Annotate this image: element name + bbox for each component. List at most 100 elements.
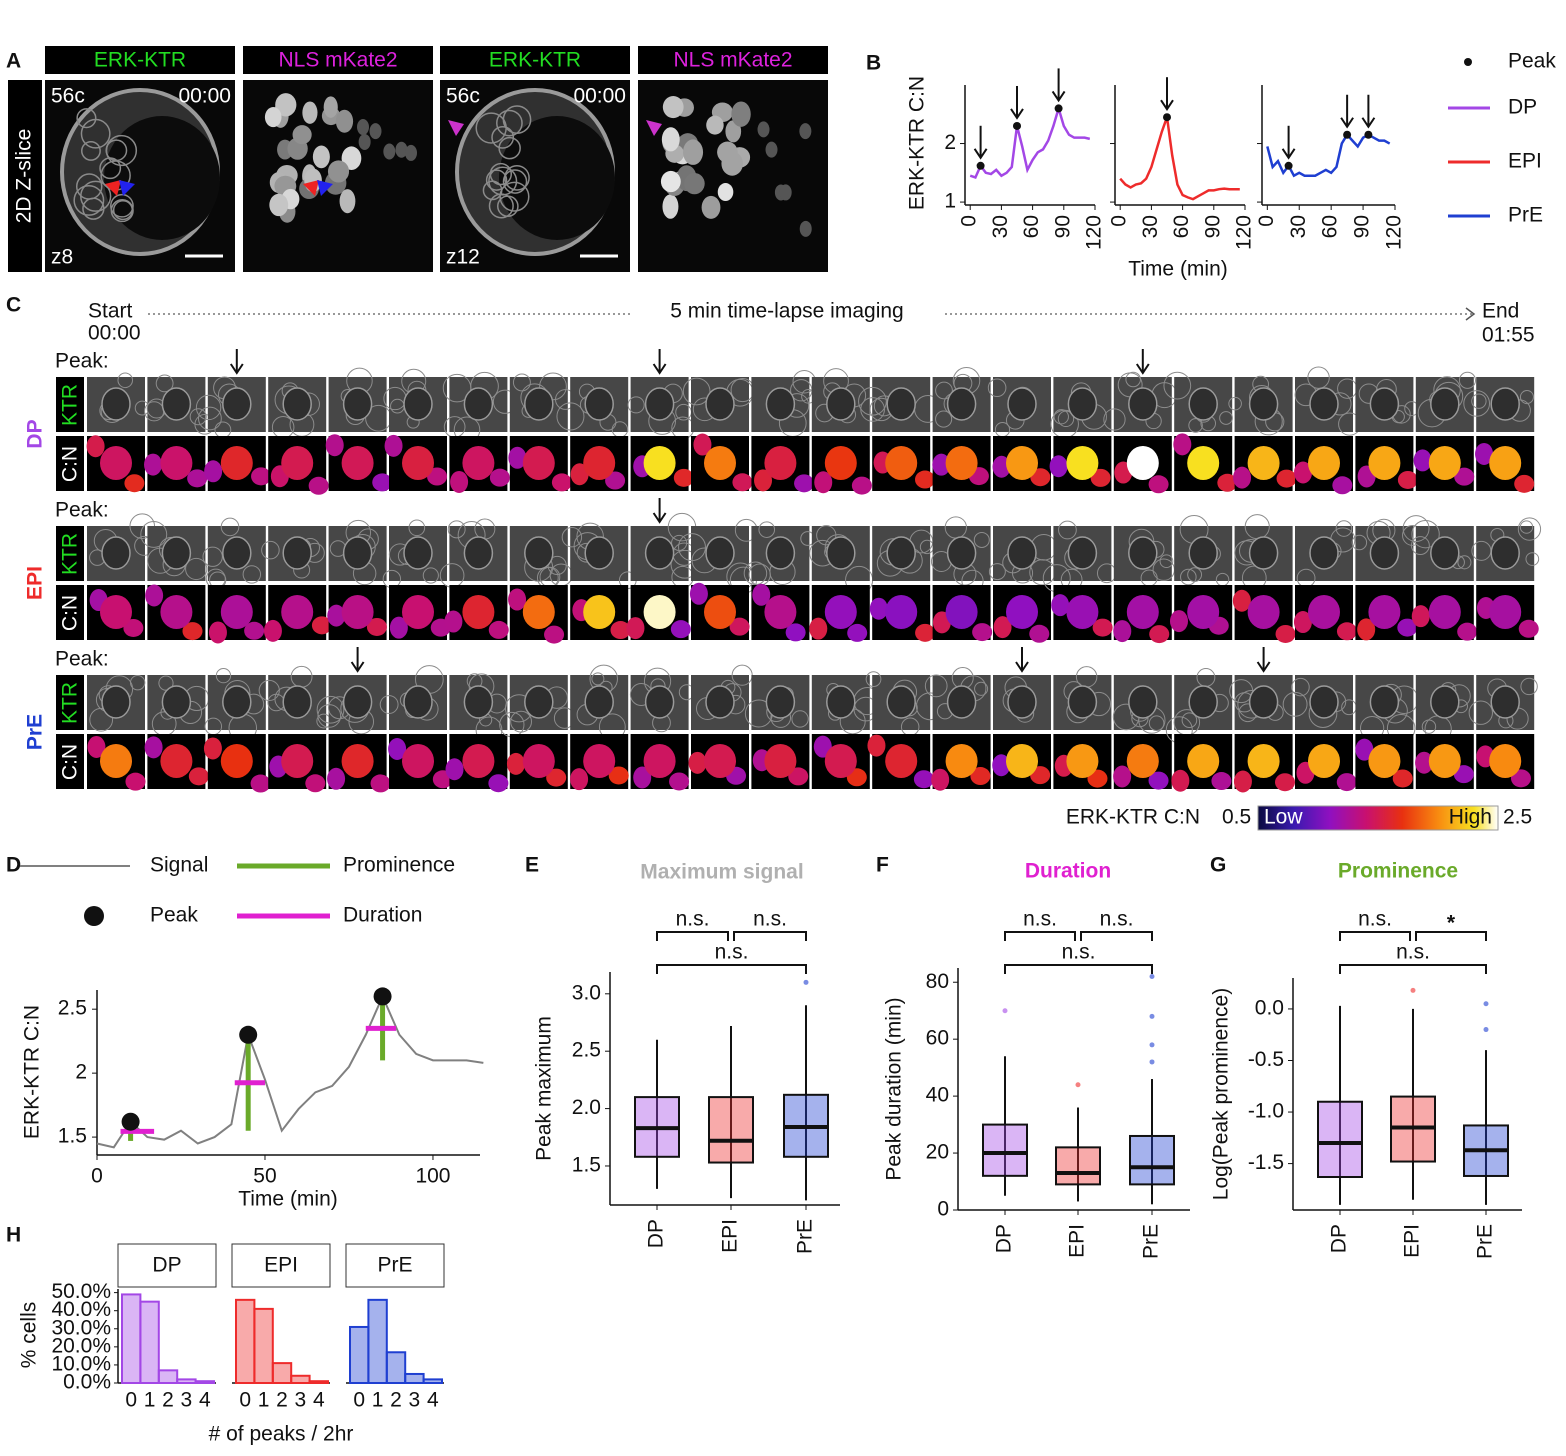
peak-arrow bbox=[1361, 94, 1376, 129]
ktr-texture bbox=[1463, 390, 1491, 417]
ktr-texture bbox=[1421, 719, 1437, 734]
neighbor-cell bbox=[1113, 620, 1132, 643]
legend-label: Signal bbox=[150, 854, 208, 877]
x-tick-label: 3 bbox=[295, 1389, 307, 1412]
neighbor-cell bbox=[673, 468, 694, 487]
significance-bracket bbox=[733, 931, 807, 941]
cn-cell bbox=[1247, 595, 1280, 629]
neighbor-cell bbox=[992, 754, 1011, 777]
facet-label: DP bbox=[152, 1254, 181, 1277]
x-tick-label: 4 bbox=[313, 1389, 325, 1412]
bar bbox=[367, 1298, 388, 1385]
y-axis-label: ERK-KTR C:N bbox=[906, 76, 929, 210]
y-axis-label: Peak maximum bbox=[533, 1016, 556, 1161]
x-tick-label: 30 bbox=[1139, 215, 1162, 238]
series-line bbox=[969, 104, 1091, 180]
ktr-nucleus bbox=[342, 536, 373, 570]
y-tick-label: 2 bbox=[944, 131, 956, 154]
cn-cell bbox=[341, 446, 374, 480]
arrow-head bbox=[229, 363, 244, 375]
channel-strip bbox=[56, 436, 84, 491]
ktr-texture bbox=[258, 679, 280, 702]
arrow-head bbox=[1135, 363, 1150, 375]
nucleus bbox=[335, 109, 354, 133]
neighbor-cell bbox=[992, 455, 1011, 478]
peak-arrow bbox=[1015, 647, 1029, 673]
ktr-nucleus bbox=[403, 685, 433, 719]
cn-cell bbox=[1489, 595, 1522, 629]
colorbar-min: 0.5 bbox=[1222, 806, 1251, 829]
ktr-nucleus bbox=[161, 536, 192, 570]
x-tick-label: 0 bbox=[239, 1389, 251, 1412]
y-tick-label: 0 bbox=[937, 1198, 949, 1221]
neighbor-cell bbox=[1275, 624, 1296, 643]
x-tick-label: 0 bbox=[91, 1165, 103, 1188]
peak-arrow bbox=[1010, 85, 1024, 120]
z-label: z12 bbox=[446, 246, 480, 269]
ktr-nucleus bbox=[282, 685, 312, 719]
ktr-nucleus bbox=[524, 685, 554, 719]
cell bbox=[80, 118, 111, 149]
cn-cell bbox=[824, 595, 857, 629]
peak-dot bbox=[239, 1025, 258, 1044]
colorbar-label: ERK-KTR C:N bbox=[1066, 806, 1200, 829]
ktr-nucleus bbox=[1188, 536, 1218, 570]
ktr-nucleus bbox=[282, 536, 312, 570]
ktr-texture bbox=[1219, 411, 1233, 425]
neighbor-cell bbox=[1049, 455, 1068, 478]
ktr-nucleus bbox=[1007, 685, 1037, 719]
peak-arrow bbox=[1051, 68, 1066, 103]
y-axis-label: ERK-KTR C:N bbox=[21, 1005, 44, 1139]
neighbor-cell bbox=[124, 474, 145, 493]
side-label: 2D Z-slice bbox=[13, 129, 36, 224]
bar bbox=[271, 1362, 293, 1384]
nucleus bbox=[341, 146, 362, 170]
end-time: 01:55 bbox=[1482, 324, 1535, 347]
ktr-texture bbox=[317, 704, 342, 728]
cell bbox=[504, 164, 530, 191]
panel-label: H bbox=[6, 1224, 21, 1247]
peak-dot bbox=[1364, 130, 1373, 139]
peak-arrow bbox=[229, 349, 244, 375]
ktr-texture bbox=[591, 672, 605, 686]
channel-strip bbox=[56, 377, 84, 432]
facet-strip bbox=[117, 1243, 217, 1288]
cell bbox=[99, 157, 122, 180]
nucleus bbox=[731, 101, 751, 127]
neighbor-cell bbox=[610, 621, 631, 640]
ktr-nucleus bbox=[1248, 685, 1279, 719]
peak-dot bbox=[1163, 113, 1171, 122]
x-tick-label: EPI bbox=[1066, 1224, 1089, 1258]
nucleus bbox=[660, 170, 681, 193]
arrow-head bbox=[652, 363, 667, 375]
box bbox=[1317, 1100, 1363, 1179]
channel-label: NLS mKate2 bbox=[278, 49, 397, 72]
cn-cell bbox=[522, 744, 555, 778]
y-tick-label: 2.5 bbox=[58, 997, 87, 1020]
facet-strip bbox=[231, 1243, 331, 1288]
chart-title: Duration bbox=[1025, 860, 1111, 883]
chart-title: Maximum signal bbox=[640, 861, 803, 884]
y-axis-label: Log(Peak prominence) bbox=[1210, 988, 1233, 1200]
cn-cell bbox=[1368, 595, 1401, 629]
ktr-texture bbox=[1519, 520, 1534, 534]
neighbor-cell bbox=[263, 619, 282, 642]
neighbor-cell bbox=[788, 767, 809, 786]
cn-cell bbox=[462, 595, 495, 629]
cn-cell bbox=[100, 446, 132, 480]
ktr-nucleus bbox=[161, 387, 192, 421]
neighbor-cell bbox=[1355, 738, 1374, 761]
neighbor-cell bbox=[489, 468, 510, 487]
ktr-nucleus bbox=[1188, 387, 1218, 421]
neighbor-cell bbox=[1510, 769, 1531, 788]
ktr-texture bbox=[1402, 515, 1430, 543]
facet-strip bbox=[345, 1243, 445, 1288]
significance-label: n.s. bbox=[1358, 908, 1392, 931]
cn-cell bbox=[462, 446, 495, 480]
ktr-nucleus bbox=[705, 387, 735, 421]
neighbor-cell bbox=[444, 610, 463, 633]
channel-label: C:N bbox=[59, 595, 82, 631]
ktr-nucleus bbox=[946, 685, 977, 719]
neighbor-cell bbox=[913, 770, 934, 789]
arrow-head bbox=[350, 661, 365, 673]
